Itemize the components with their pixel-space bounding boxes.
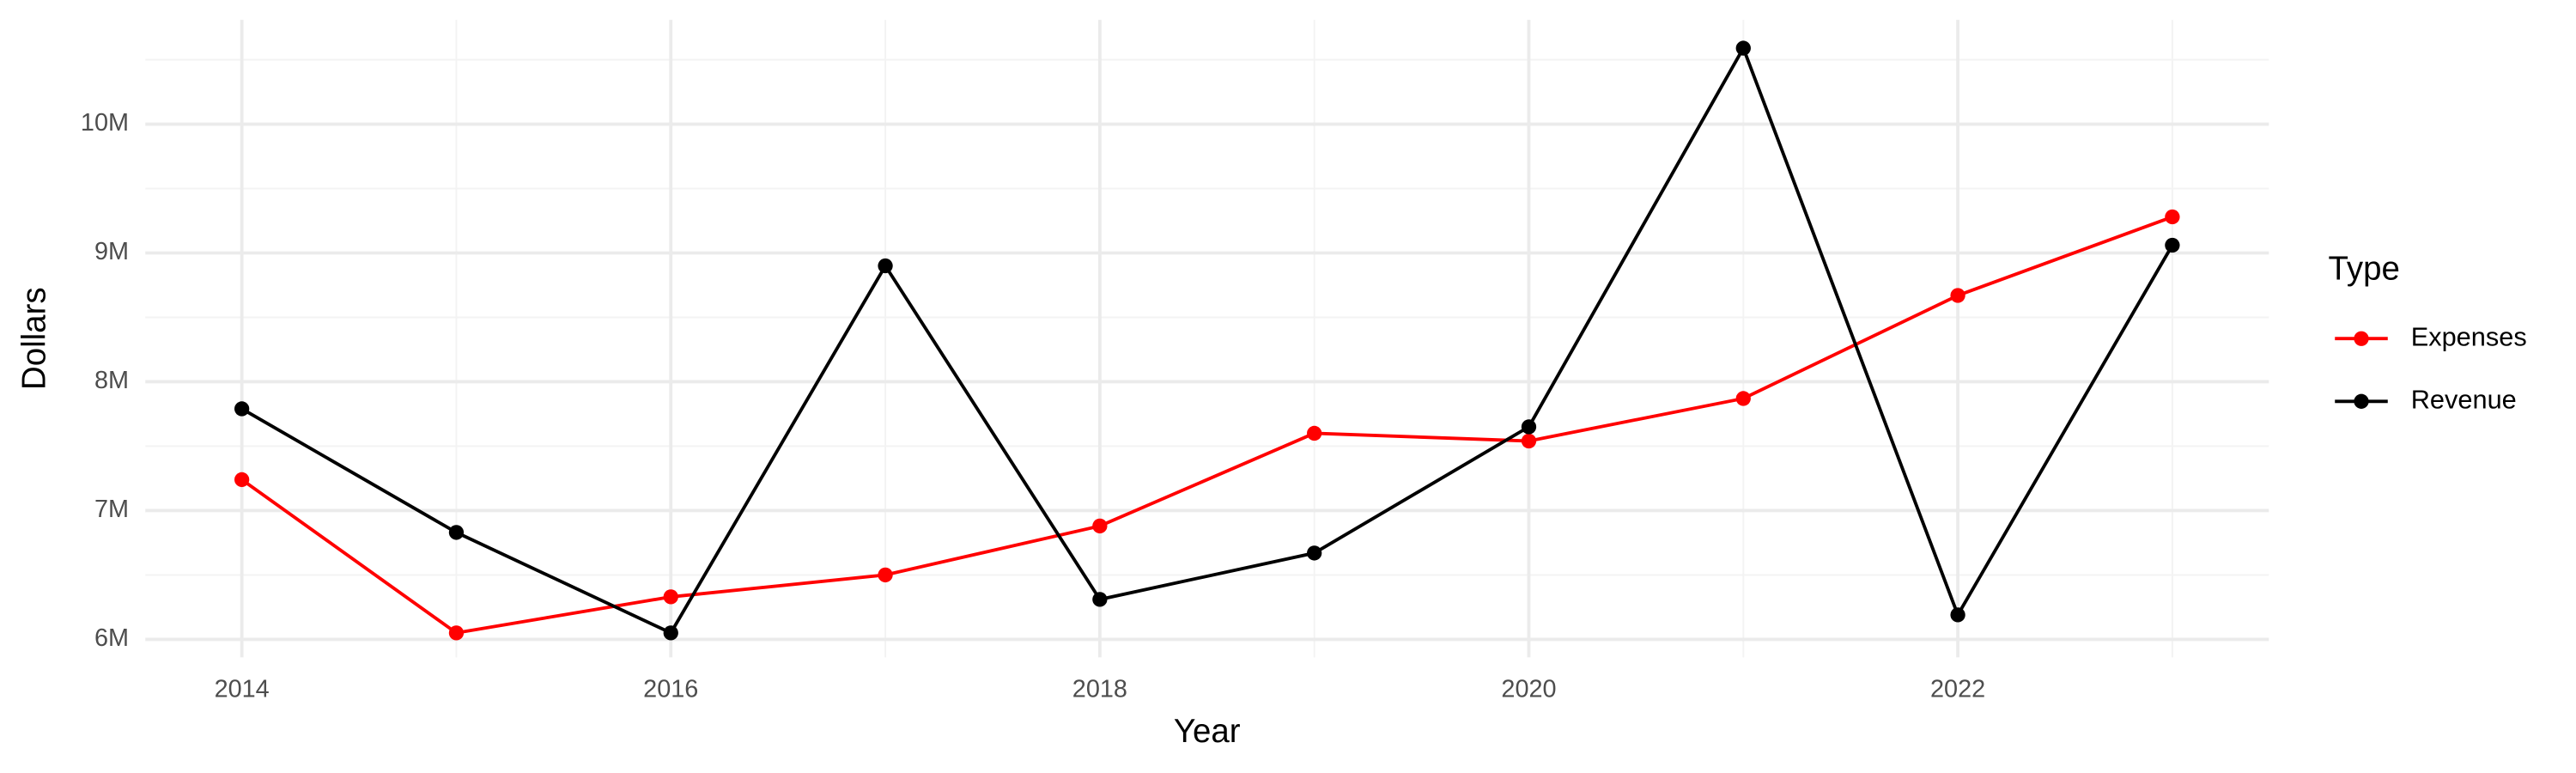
legend-label: Expenses xyxy=(2411,321,2527,351)
data-point xyxy=(1092,592,1108,607)
y-tick-label: 6M xyxy=(94,624,129,652)
data-point xyxy=(1950,607,1965,623)
data-point xyxy=(1735,391,1751,406)
data-point xyxy=(663,589,678,605)
data-point xyxy=(1521,433,1537,449)
x-tick-label: 2020 xyxy=(1501,675,1556,703)
series-line xyxy=(240,215,2173,635)
x-tick-label: 2016 xyxy=(643,675,698,703)
data-point xyxy=(1950,288,1965,303)
data-point xyxy=(1307,425,1322,441)
x-tick-label: 2014 xyxy=(215,675,270,703)
data-point xyxy=(2165,209,2180,225)
y-tick-label: 8M xyxy=(94,367,129,394)
data-point xyxy=(1735,40,1751,56)
y-tick-label: 9M xyxy=(94,238,129,265)
data-point xyxy=(1092,518,1108,534)
legend-key-point xyxy=(2354,331,2369,346)
data-point xyxy=(663,625,678,641)
data-point xyxy=(2165,237,2180,253)
y-axis-title: Dollars xyxy=(15,287,52,390)
x-axis-title: Year xyxy=(1174,713,1241,750)
legend-key-point xyxy=(2354,393,2369,409)
data-point xyxy=(878,258,893,274)
legend-title: Type xyxy=(2329,251,2400,288)
series-line xyxy=(240,44,2174,636)
data-point xyxy=(1521,419,1537,435)
data-point xyxy=(234,401,250,417)
y-tick-label: 7M xyxy=(94,496,129,523)
data-point xyxy=(448,625,465,641)
x-tick-label: 2018 xyxy=(1072,675,1127,703)
data-point xyxy=(448,525,465,540)
y-tick-label: 10M xyxy=(81,109,129,137)
legend-label: Revenue xyxy=(2411,384,2517,414)
data-point xyxy=(234,472,250,488)
data-point xyxy=(878,567,893,583)
x-tick-label: 2022 xyxy=(1930,675,1985,703)
data-point xyxy=(1307,545,1322,561)
grid xyxy=(145,20,2269,658)
